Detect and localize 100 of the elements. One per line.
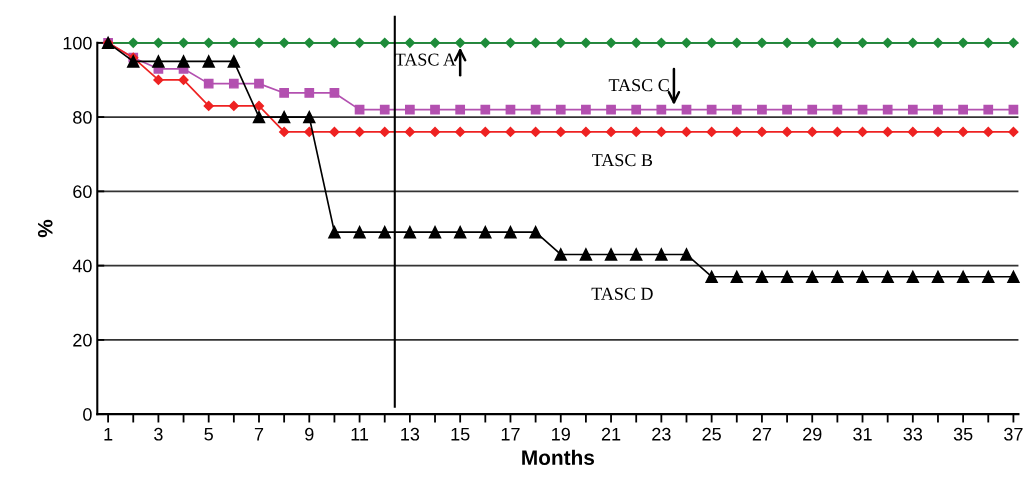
point [177, 55, 190, 68]
point [882, 126, 893, 138]
point [428, 225, 442, 239]
point [756, 126, 768, 138]
point [580, 37, 592, 48]
point [354, 126, 365, 138]
point [656, 104, 667, 115]
point [731, 126, 742, 138]
point [907, 126, 918, 138]
point [279, 126, 290, 138]
point [681, 104, 692, 115]
point [581, 104, 591, 115]
annotation: TASC B [592, 154, 653, 167]
point [631, 37, 642, 48]
point [405, 104, 415, 115]
annotation: TASC D [591, 287, 653, 300]
point [429, 37, 441, 48]
point [958, 126, 969, 138]
point [780, 270, 794, 283]
point [933, 104, 943, 115]
point [530, 104, 541, 115]
point [253, 100, 265, 112]
point [555, 126, 566, 138]
point [480, 37, 491, 48]
point [455, 37, 466, 48]
point [329, 37, 340, 48]
annotation: TASC C [608, 79, 669, 92]
point [1008, 37, 1019, 48]
point [379, 126, 390, 138]
point [252, 110, 266, 124]
point [404, 126, 415, 138]
point [857, 104, 868, 115]
point [153, 37, 164, 48]
point [730, 270, 744, 283]
x-tick-label: 35 [953, 427, 973, 441]
point [555, 37, 566, 48]
x-tick-label: 33 [903, 427, 923, 441]
point [203, 78, 214, 89]
point [807, 37, 818, 48]
point [857, 37, 868, 48]
point [304, 88, 315, 98]
point [656, 126, 667, 138]
point [605, 126, 617, 138]
point [228, 100, 239, 112]
point [832, 126, 843, 138]
point [152, 55, 165, 68]
point [530, 37, 541, 48]
point [303, 110, 316, 124]
point [329, 88, 340, 98]
point [629, 248, 643, 261]
y-tick-label: 60 [73, 185, 92, 199]
point [480, 126, 491, 138]
point [755, 270, 769, 283]
point [505, 37, 516, 48]
x-tick-label: 27 [752, 427, 772, 441]
point [178, 74, 189, 86]
point [353, 225, 366, 239]
point [228, 37, 239, 48]
point [832, 104, 843, 115]
point [706, 104, 717, 115]
point [983, 104, 994, 115]
x-tick-label: 7 [254, 428, 264, 441]
y-tick-label: 100 [63, 36, 92, 50]
point [304, 37, 315, 48]
point [781, 37, 793, 48]
point [983, 126, 994, 138]
y-axis-title: % [37, 219, 53, 238]
point [379, 104, 390, 115]
point [907, 104, 918, 115]
point [277, 110, 291, 124]
point [606, 104, 616, 115]
point [856, 270, 869, 283]
point [931, 270, 945, 283]
point [907, 37, 918, 48]
point [202, 55, 215, 68]
point [1008, 104, 1019, 115]
x-tick-label: 13 [401, 427, 420, 441]
point [279, 37, 290, 48]
point [656, 37, 667, 48]
point [178, 37, 189, 48]
x-axis-title: Months [522, 449, 595, 466]
x-tick-label: 3 [154, 427, 163, 441]
point [882, 104, 893, 115]
point [580, 126, 592, 138]
point [756, 37, 768, 48]
x-tick-label: 23 [652, 427, 671, 441]
point [555, 104, 566, 115]
point [1007, 270, 1020, 283]
point [906, 270, 920, 283]
point [781, 126, 793, 138]
point [505, 126, 516, 138]
point [605, 37, 617, 48]
point [631, 126, 642, 138]
point [932, 126, 944, 138]
point [530, 126, 541, 138]
point [354, 104, 365, 115]
point [631, 104, 642, 115]
point [253, 37, 265, 48]
point [203, 37, 214, 48]
point [430, 104, 440, 115]
